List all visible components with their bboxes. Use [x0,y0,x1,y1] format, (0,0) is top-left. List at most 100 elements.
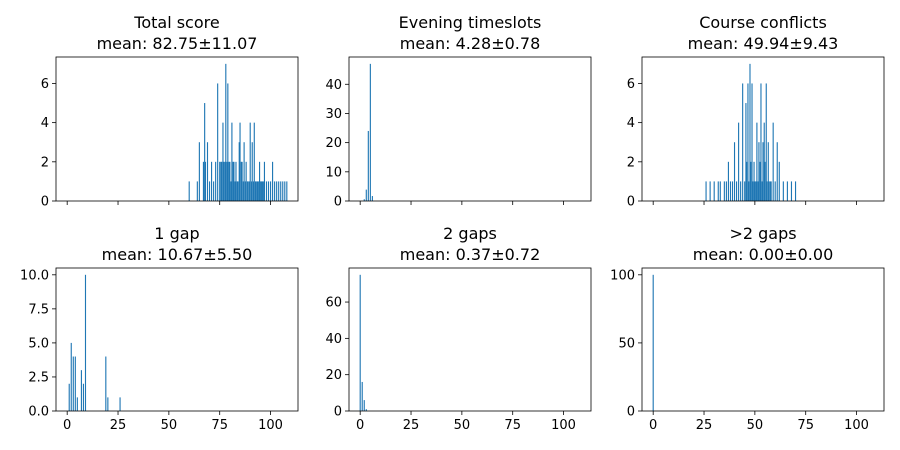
histogram-bar [756,122,758,201]
histogram-bar [223,161,225,201]
y-tick-label: 40 [325,78,342,93]
y-tick-label: 2.5 [28,370,49,385]
histogram-bar [252,181,255,201]
histogram-bar [215,161,217,201]
y-tick-label: 0 [334,405,342,420]
subplot-4: 1 gap mean: 10.67±5.50 0.0 2.5 5.0 7.5 10.0 0 25… [20,224,299,433]
histogram-bar [276,181,278,201]
x-tick-label: 75 [797,418,814,433]
histogram-bar [652,274,654,411]
histogram-bar [742,83,744,201]
histogram-bar [745,103,747,201]
x-tick-label: 75 [211,418,228,433]
histogram-bar [198,142,200,201]
subplot-6: >2 gaps mean: 0.00±0.00 0 50 100 0 25 50 75 100 [610,224,885,433]
histogram-bar [363,400,365,411]
histogram-bar [369,63,371,201]
y-tick-label: 0 [627,195,635,210]
histogram-bar [241,161,243,201]
histogram-bar [239,122,241,201]
histogram-bar [228,161,230,201]
histogram-bar [224,161,226,201]
histogram-bar [70,342,72,411]
y-tick-label: 20 [325,368,342,383]
histogram-bar [226,161,228,201]
subplot-mean-label: mean: 82.75±11.07 [97,34,258,53]
histogram-bar [68,383,70,411]
histogram-bar [365,189,367,201]
histogram-bar [259,161,261,201]
x-tick-label: 0 [63,418,71,433]
histogram-bar [105,356,107,411]
histogram-bar [765,83,767,201]
histogram-bar [263,181,265,201]
histogram-bar [247,181,249,201]
histogram-bar [255,181,257,201]
x-tick-label: 100 [551,418,576,433]
histogram-bar [84,274,87,411]
histogram-bar [763,122,765,201]
subplot-title: 2 gaps [443,224,497,243]
histogram-bar [284,181,286,201]
histogram-bar [280,181,282,201]
histogram-bar [213,181,215,201]
histogram-bar [767,142,769,201]
histogram-bar [217,83,219,201]
histogram-bar [230,181,232,201]
histogram-bar [235,161,237,201]
subplot-title: 1 gap [154,224,199,243]
y-tick-label: 10.0 [20,268,49,283]
histogram-bar [253,122,255,201]
axes-frame [348,267,592,412]
subplot-title: Evening timeslots [399,13,542,32]
y-tick-label: 50 [618,336,635,351]
histogram-bar [769,181,771,201]
histogram-bar [733,142,736,201]
axes-frame [641,56,885,202]
histogram-bar [723,181,725,201]
x-tick-label: 0 [649,418,657,433]
subplot-2: Evening timeslots mean: 4.28±0.78 0 10 20 30 4… [325,13,592,210]
histogram-bar [202,161,204,201]
histogram-bar [770,181,772,201]
histogram-bar [790,181,793,201]
subplot-5: 2 gaps mean: 0.37±0.72 0 20 40 60 0 25 50 75 100 [325,224,592,433]
histogram-bar [222,122,224,201]
histogram-bar [272,161,274,201]
histogram-bar [208,181,211,201]
subplot-title: Course conflicts [699,13,827,32]
histogram-bar [206,142,209,201]
y-tick-label: 0.0 [28,405,49,420]
y-tick-label: 0 [41,195,49,210]
histogram-bar [772,122,774,201]
histogram-bar [738,122,740,201]
histogram-bar [242,181,244,201]
y-tick-label: 20 [325,136,342,151]
histogram-bar [232,161,234,201]
histogram-bar [727,161,729,201]
histogram-bar [744,181,746,201]
histogram-bar [709,181,711,201]
y-tick-label: 7.5 [28,302,49,317]
histogram-bar [719,181,721,201]
subplot-mean-label: mean: 10.67±5.50 [102,245,253,264]
histogram-bar [749,63,751,201]
histogram-bar [768,181,770,201]
histogram-bar [751,83,753,201]
histogram-bar [747,83,749,201]
histogram-bar [251,142,253,201]
histogram-bar [762,142,764,201]
histogram-bar [246,181,248,201]
x-tick-label: 50 [161,418,178,433]
y-tick-label: 2 [627,155,635,170]
histogram-bar [363,199,365,201]
y-tick-label: 100 [610,268,635,283]
histogram-bar [225,63,227,201]
x-tick-label: 75 [504,418,521,433]
histogram-bar [786,181,788,201]
histogram-bar [269,181,272,201]
histogram-bar [204,161,207,201]
subplot-title: >2 gaps [729,224,796,243]
histogram-bar [249,122,251,201]
